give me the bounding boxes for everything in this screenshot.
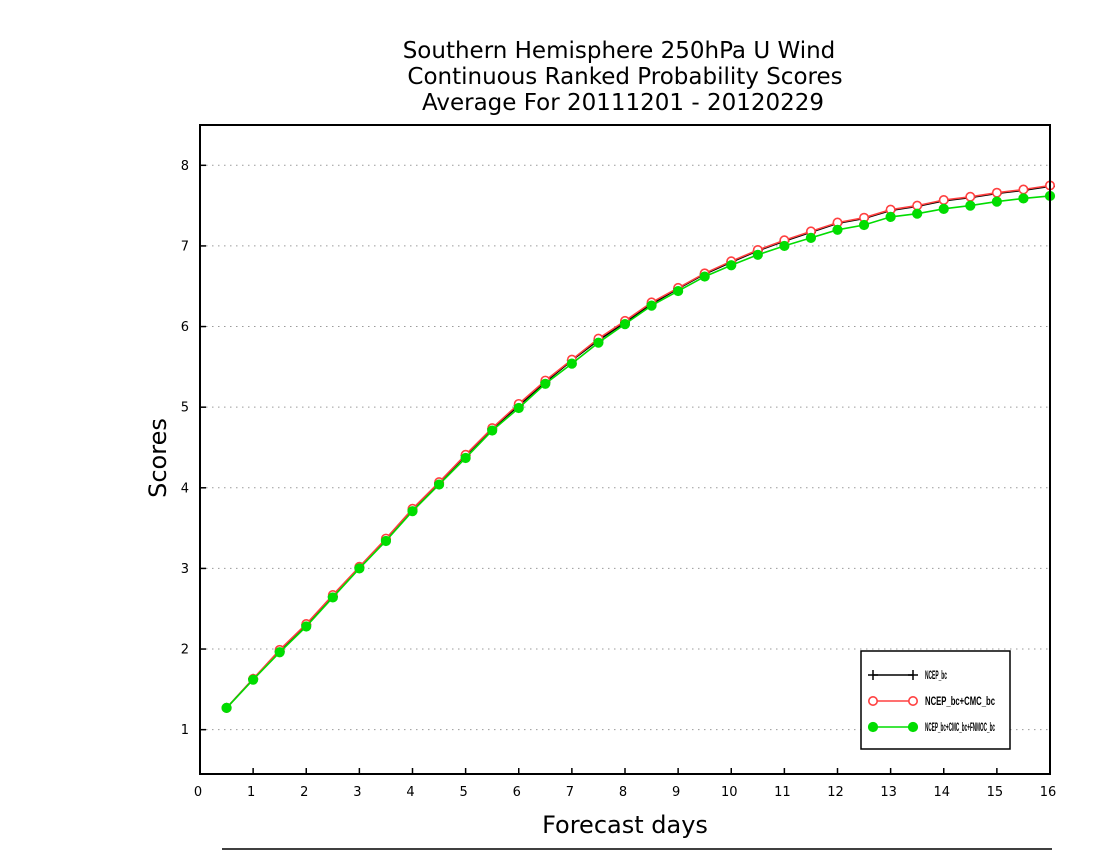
data-point xyxy=(1018,184,1029,195)
data-point xyxy=(938,203,949,214)
chart-title: Southern Hemisphere 250hPa U Wind Contin… xyxy=(403,38,843,116)
y-tick-label: 8 xyxy=(181,159,189,174)
y-tick-label: 3 xyxy=(181,562,189,577)
data-point xyxy=(433,479,445,490)
series-line xyxy=(226,185,1051,709)
data-point xyxy=(912,200,923,211)
y-tick-label: 2 xyxy=(181,643,189,658)
data-point xyxy=(779,240,790,252)
series-lines xyxy=(221,180,1056,713)
data-point xyxy=(566,358,577,369)
legend-marker xyxy=(867,721,879,733)
legend-entry-1: NCEP_bc xyxy=(868,668,947,682)
data-point xyxy=(274,647,285,658)
x-axis-title: Forecast days xyxy=(542,811,708,839)
data-point xyxy=(513,402,524,414)
x-tick-label: 13 xyxy=(880,785,897,800)
data-point xyxy=(248,674,259,685)
data-point xyxy=(965,191,976,202)
data-point xyxy=(726,260,737,271)
x-tick-label: 4 xyxy=(406,785,414,800)
data-point xyxy=(699,271,710,282)
legend-marker xyxy=(868,670,878,680)
data-point xyxy=(885,211,896,223)
legend-label: NCEP_bc+CMC_bc xyxy=(925,694,995,708)
legend-label: NCEP_bc+CMC_bc+FNMOC_bc xyxy=(925,720,995,734)
x-axis-ticks: 0 1 2 3 4 5 6 7 8 9 10 11 12 13 14 15 16 xyxy=(194,768,1056,800)
x-tick-label: 3 xyxy=(353,785,361,800)
x-tick-label: 9 xyxy=(672,785,680,800)
data-point xyxy=(540,378,551,389)
x-tick-label: 5 xyxy=(459,785,467,800)
data-point xyxy=(965,200,976,211)
x-tick-label: 2 xyxy=(300,785,308,800)
series-line xyxy=(226,195,1051,709)
x-tick-label: 8 xyxy=(619,785,627,800)
data-point xyxy=(407,506,418,517)
data-point xyxy=(1018,193,1029,204)
chart-title-line-1: Southern Hemisphere 250hPa U Wind xyxy=(403,38,836,64)
data-point xyxy=(805,232,817,243)
chart-title-line-2: Continuous Ranked Probability Scores xyxy=(407,64,842,90)
y-tick-label: 1 xyxy=(181,723,189,738)
data-point xyxy=(619,319,631,330)
data-point xyxy=(593,337,604,348)
legend-box xyxy=(860,650,1011,750)
y-tick-label: 6 xyxy=(181,320,189,335)
legend-marker xyxy=(867,695,878,706)
y-axis-title: Scores xyxy=(144,418,172,498)
data-point xyxy=(858,219,870,231)
data-point xyxy=(938,194,949,205)
data-point xyxy=(646,300,657,311)
chart-title-line-3: Average For 20111201 - 20120229 xyxy=(422,90,824,116)
data-point xyxy=(380,535,392,547)
x-tick-label: 11 xyxy=(774,785,791,800)
data-point xyxy=(991,196,1002,207)
y-axis-ticks: 1 2 3 4 5 6 7 8 xyxy=(181,159,206,738)
legend: NCEP_bc NCEP_bc+CMC_bc NCEP_bc+CMC_bc+FNMO… xyxy=(860,650,1011,750)
x-tick-label: 1 xyxy=(247,785,255,800)
series-1 xyxy=(221,181,1055,713)
legend-marker xyxy=(907,695,918,706)
series-line xyxy=(226,184,1051,709)
data-point xyxy=(221,702,232,713)
x-tick-label: 14 xyxy=(933,785,950,800)
data-point xyxy=(301,621,312,632)
x-tick-label: 16 xyxy=(1040,785,1057,800)
x-tick-label: 0 xyxy=(194,785,202,800)
data-point xyxy=(460,452,471,464)
data-point xyxy=(832,224,843,235)
data-point xyxy=(673,285,684,297)
legend-label: NCEP_bc xyxy=(925,668,947,682)
y-tick-label: 4 xyxy=(181,481,189,496)
data-point xyxy=(752,249,763,260)
data-point xyxy=(327,592,338,603)
data-point xyxy=(487,425,498,436)
data-point xyxy=(354,563,365,574)
x-tick-label: 10 xyxy=(721,785,738,800)
legend-entry-3: NCEP_bc+CMC_bc+FNMOC_bc xyxy=(867,720,995,734)
y-tick-label: 5 xyxy=(181,401,189,416)
x-tick-label: 12 xyxy=(827,785,844,800)
legend-entry-2: NCEP_bc+CMC_bc xyxy=(867,694,995,708)
y-tick-label: 7 xyxy=(181,239,189,254)
data-point xyxy=(991,187,1002,198)
series-3 xyxy=(221,190,1056,713)
legend-marker xyxy=(908,670,918,680)
data-point xyxy=(912,208,923,219)
gridlines xyxy=(200,164,1050,731)
x-tick-label: 6 xyxy=(513,785,521,800)
x-tick-label: 7 xyxy=(566,785,574,800)
legend-marker xyxy=(907,721,919,733)
series-2 xyxy=(221,180,1056,713)
x-tick-label: 15 xyxy=(987,785,1004,800)
